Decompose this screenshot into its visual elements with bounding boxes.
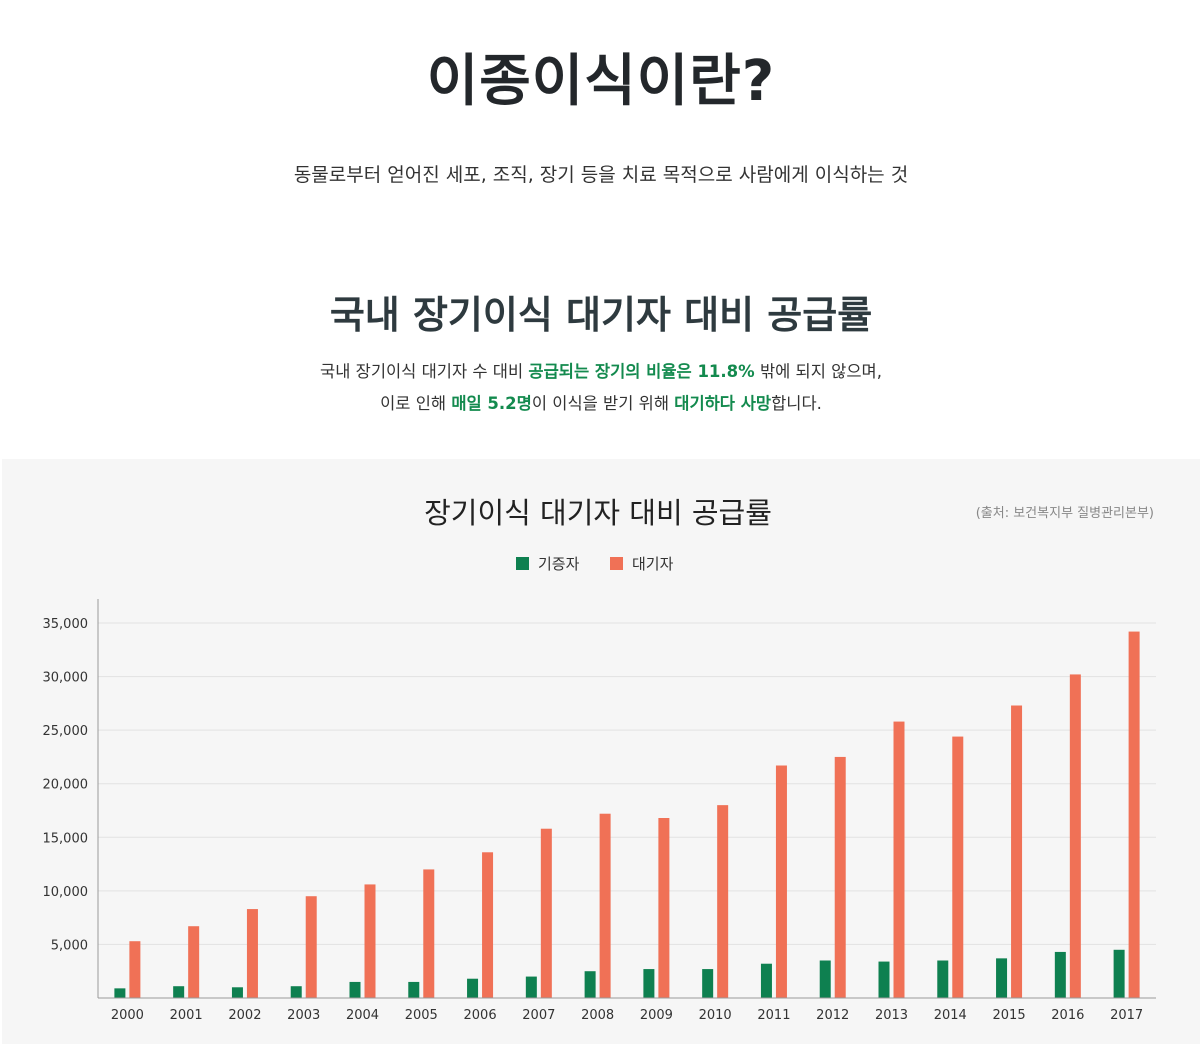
bar-waiting-2002: [246, 909, 258, 998]
x-tick-label-2012: 2012: [816, 1008, 849, 1023]
bar-donor-2006: [467, 978, 479, 998]
bar-donor-2007: [525, 976, 537, 998]
x-tick-label-2006: 2006: [464, 1008, 497, 1023]
bar-waiting-2004: [364, 884, 376, 998]
bar-donor-2004: [349, 981, 361, 998]
bar-donor-2010: [702, 969, 714, 998]
chart-gridlines: [98, 622, 1156, 945]
section-title: 국내 장기이식 대기자 대비 공급률: [329, 293, 873, 337]
bar-donor-2005: [408, 981, 420, 998]
bar-donor-2009: [643, 969, 655, 998]
x-tick-label-2004: 2004: [346, 1008, 379, 1023]
x-tick-label-2013: 2013: [875, 1008, 908, 1023]
bar-waiting-2013: [893, 721, 905, 998]
bar-donor-2012: [819, 960, 831, 998]
bar-chart: 장기이식 대기자 대비 공급률 (출처: 보건복지부 질병관리본부) 기증자 대기…: [43, 496, 1156, 1023]
x-tick-label-2001: 2001: [170, 1008, 203, 1023]
x-tick-label-2000: 2000: [111, 1008, 144, 1023]
desc-line2-text-e: 합니다.: [771, 394, 822, 413]
x-tick-label-2005: 2005: [405, 1008, 438, 1023]
x-tick-label-2002: 2002: [228, 1008, 261, 1023]
y-tick-label-0: 5,000: [51, 938, 88, 953]
section-description: 국내 장기이식 대기자 수 대비 공급되는 장기의 비율은 11.8% 밖에 되…: [0, 356, 1202, 420]
legend-label-1: 대기자: [632, 555, 674, 573]
y-tick-label-1: 10,000: [43, 885, 89, 900]
bar-waiting-2003: [305, 896, 317, 998]
bar-waiting-2001: [188, 926, 200, 998]
page-description: 동물로부터 얻어진 세포, 조직, 장기 등을 치료 목적으로 사람에게 이식하…: [293, 164, 909, 186]
chart-source: (출처: 보건복지부 질병관리본부): [976, 506, 1154, 521]
x-tick-label-2015: 2015: [993, 1008, 1026, 1023]
desc-highlight-daily-deaths: 매일 5.2명: [451, 394, 532, 413]
y-tick-label-3: 20,000: [43, 778, 89, 793]
x-tick-label-2008: 2008: [581, 1008, 614, 1023]
x-tick-label-2016: 2016: [1051, 1008, 1084, 1023]
bar-waiting-2011: [775, 765, 787, 998]
y-tick-label-4: 25,000: [43, 724, 89, 739]
bar-waiting-2005: [423, 869, 435, 998]
y-tick-label-5: 30,000: [43, 671, 89, 686]
desc-line1-text-a: 국내 장기이식 대기자 수 대비: [320, 362, 529, 381]
x-tick-label-2007: 2007: [522, 1008, 555, 1023]
x-tick-label-2003: 2003: [287, 1008, 320, 1023]
chart-title: 장기이식 대기자 대비 공급률: [424, 496, 772, 530]
y-axis: 5,000 10,000 15,000 20,000 25,000 30,000 35,00…: [43, 599, 99, 998]
bar-waiting-2014: [952, 736, 964, 998]
bar-waiting-2017: [1128, 631, 1140, 998]
desc-highlight-supply-rate: 공급되는 장기의 비율은 11.8%: [528, 362, 755, 381]
desc-line1-text-c: 밖에 되지 않으며,: [754, 362, 882, 381]
x-tick-label-2011: 2011: [757, 1008, 790, 1023]
bar-waiting-2008: [599, 813, 611, 998]
bar-donor-2002: [231, 987, 243, 998]
bar-donor-2016: [1054, 951, 1066, 998]
bar-donor-2015: [996, 958, 1008, 998]
bar-donor-2014: [937, 960, 949, 998]
bar-waiting-2006: [482, 852, 494, 998]
y-tick-label-6: 35,000: [43, 617, 89, 632]
bar-donor-2011: [760, 963, 772, 998]
legend-label-0: 기증자: [538, 555, 580, 573]
bar-waiting-2016: [1069, 674, 1081, 998]
bar-donor-2001: [173, 986, 185, 998]
bar-donor-2003: [290, 986, 302, 998]
x-tick-label-2010: 2010: [699, 1008, 732, 1023]
page-title: 이종이식이란?: [426, 49, 776, 114]
bar-waiting-2010: [717, 805, 729, 998]
desc-line2-text-a: 이로 인해: [380, 394, 452, 413]
bar-waiting-2009: [658, 818, 670, 998]
desc-line2-text-c: 이 이식을 받기 위해: [531, 394, 675, 413]
x-tick-label-2017: 2017: [1110, 1008, 1143, 1023]
bar-waiting-2007: [540, 828, 552, 998]
chart-legend: 기증자 대기자: [516, 555, 674, 573]
bar-donor-2008: [584, 971, 596, 998]
bar-donor-2017: [1113, 949, 1125, 998]
legend-swatch-1: [610, 557, 623, 570]
bar-waiting-2015: [1011, 705, 1023, 998]
bar-waiting-2000: [129, 941, 141, 998]
x-tick-label-2009: 2009: [640, 1008, 673, 1023]
bar-waiting-2012: [834, 756, 846, 998]
chart-bars: [114, 631, 1140, 998]
x-tick-label-2014: 2014: [934, 1008, 967, 1023]
chart-panel: 장기이식 대기자 대비 공급률 (출처: 보건복지부 질병관리본부) 기증자 대기…: [2, 459, 1200, 1044]
bar-donor-2000: [114, 988, 126, 998]
x-axis: 2000 2001 2002 2003 2004 2005 2006 2007 2008 2009…: [98, 997, 1156, 1023]
y-tick-label-2: 15,000: [43, 831, 89, 846]
desc-highlight-waiting-death: 대기하다 사망: [674, 394, 772, 413]
legend-swatch-0: [516, 557, 529, 570]
bar-donor-2013: [878, 961, 890, 998]
